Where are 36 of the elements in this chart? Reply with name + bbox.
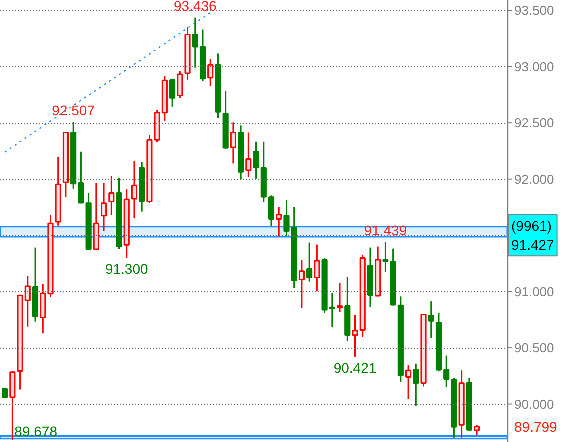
annotation: 92.507 bbox=[52, 102, 96, 118]
candlestick bbox=[230, 122, 236, 164]
text: (9961) 91.427 bbox=[512, 218, 555, 254]
candlestick bbox=[474, 424, 480, 436]
annotation: 91.439 bbox=[364, 222, 408, 238]
candlestick bbox=[382, 242, 389, 274]
candlestick bbox=[298, 259, 305, 310]
candlestick bbox=[444, 355, 450, 388]
annotation: 91.300 bbox=[105, 261, 148, 278]
y-tick-label: 93.000 bbox=[514, 59, 554, 74]
candlestick bbox=[208, 58, 214, 88]
y-tick-label: 90.500 bbox=[514, 340, 554, 356]
candlestick bbox=[177, 70, 184, 99]
candlestick bbox=[268, 194, 275, 228]
candlestick bbox=[306, 242, 313, 283]
candlestick bbox=[413, 363, 420, 407]
annotation: 90.421 bbox=[334, 360, 377, 376]
y-tick-label: 92.000 bbox=[514, 172, 554, 187]
annotation: 89.678 bbox=[14, 423, 58, 440]
candlestick bbox=[428, 300, 434, 339]
candlestick bbox=[336, 282, 344, 313]
candlestick bbox=[131, 160, 138, 220]
y-tick-label: 90.000 bbox=[514, 396, 554, 412]
text: 89.799 bbox=[514, 418, 558, 435]
y-tick-label: 92.500 bbox=[514, 116, 554, 131]
candlestick bbox=[276, 206, 282, 238]
annotation: 93.436 bbox=[174, 0, 218, 14]
candlestick bbox=[170, 78, 176, 108]
candlestick bbox=[101, 182, 108, 232]
candlestick bbox=[406, 364, 412, 400]
candlestick bbox=[314, 244, 320, 292]
y-tick-label: 93.500 bbox=[514, 3, 554, 18]
candlestick bbox=[108, 175, 115, 216]
y-tick-label: 91.000 bbox=[514, 284, 554, 300]
candlestick bbox=[246, 132, 252, 178]
candlestick bbox=[352, 314, 358, 358]
